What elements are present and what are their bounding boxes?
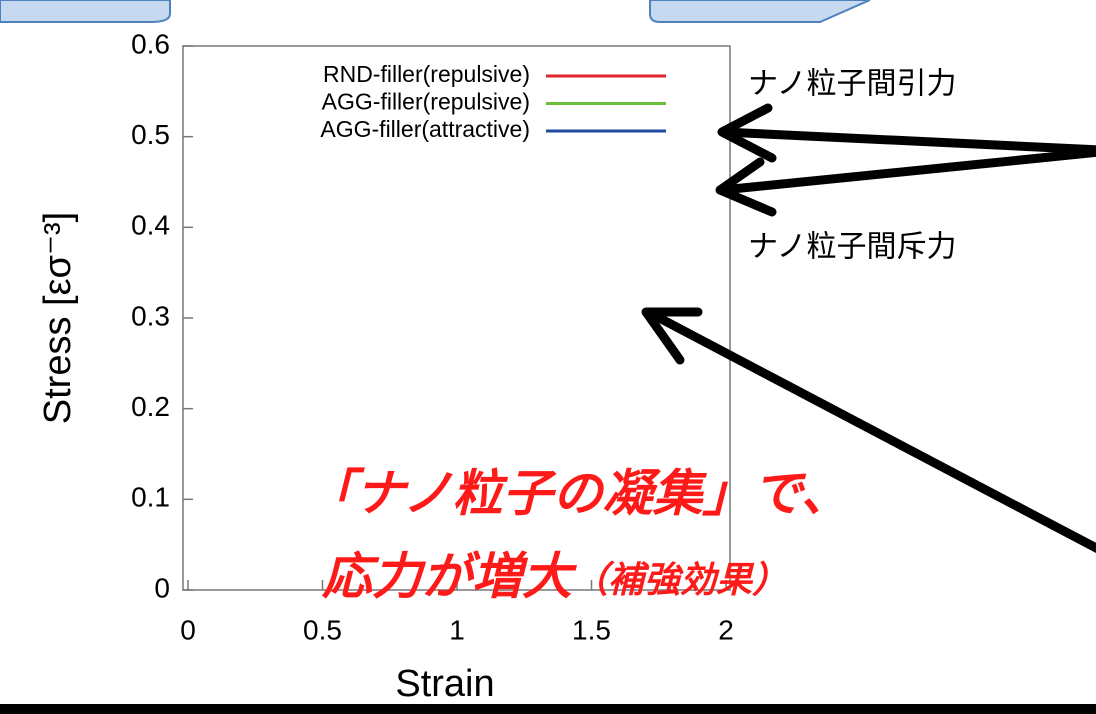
banner-shape — [0, 0, 170, 22]
y-tick-label: 0.3 — [131, 300, 170, 331]
legend-label: AGG-filler(attractive) — [320, 116, 530, 142]
y-tick-label: 0.1 — [131, 482, 170, 513]
y-tick-label: 0.4 — [131, 210, 170, 241]
annotation: 「ナノ粒子の凝集」で、 — [305, 465, 851, 523]
annotation: （補強効果） — [572, 560, 788, 601]
arrow — [722, 152, 1096, 190]
y-axis-label: Stress [εσ⁻³] — [37, 212, 79, 424]
y-tick-label: 0.5 — [131, 119, 170, 150]
annotation: ナノ粒子間引力 — [748, 67, 957, 102]
x-axis-label: Strain — [395, 663, 494, 705]
y-tick-label: 0 — [154, 572, 170, 603]
chart: 0 0.1 0.2 0.3 0.4 0.5 0.6 0 0.5 1 1.5 2 RND-filler(r… — [0, 0, 1096, 714]
banner-shape — [650, 0, 870, 22]
y-tick-label: 0.2 — [131, 391, 170, 422]
x-tick-label: 1.5 — [572, 614, 611, 645]
legend-label: AGG-filler(repulsive) — [322, 89, 530, 115]
bottom-band — [0, 704, 1096, 714]
y-tick-label: 0.6 — [131, 28, 170, 59]
x-tick-label: 2 — [718, 614, 734, 645]
annotation: 応力が増大 — [321, 548, 578, 606]
annotation: ナノ粒子間斥力 — [748, 230, 957, 265]
legend-label: RND-filler(repulsive) — [323, 61, 530, 87]
x-tick-label: 0 — [180, 614, 196, 645]
arrow — [724, 132, 1096, 150]
x-tick-label: 1 — [449, 614, 465, 645]
x-tick-label: 0.5 — [303, 614, 342, 645]
